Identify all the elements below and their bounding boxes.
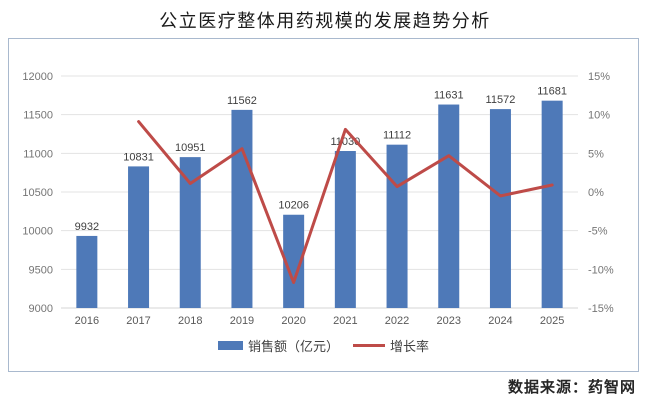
- chart-area: 9000 9500 10000 10500 11000 11500 12000 -15% -10…: [8, 38, 639, 372]
- left-axis-tick-label: 9500: [29, 264, 53, 276]
- x-axis-category-label: 2018: [178, 315, 202, 327]
- bar: [489, 109, 511, 308]
- bar-value-label: 11112: [383, 130, 411, 142]
- right-axis-tick-label: -15%: [588, 303, 614, 315]
- right-axis-tick-label: 15%: [588, 71, 610, 83]
- bar-value-label: 10206: [278, 200, 309, 212]
- bar-value-label: 11572: [486, 94, 516, 106]
- x-axis-category-label: 2022: [385, 315, 409, 327]
- bar-value-label: 11562: [227, 95, 257, 107]
- left-axis-tick-label: 10500: [22, 187, 53, 199]
- x-axis-category-label: 2017: [126, 315, 150, 327]
- right-axis-tick-label: -10%: [588, 264, 614, 276]
- legend-bar-label: 销售额（亿元）: [247, 338, 339, 354]
- right-axis-tick-label: -5%: [588, 226, 608, 238]
- legend: 销售额（亿元） 增长率: [9, 335, 638, 355]
- bar: [438, 104, 460, 308]
- bar: [179, 157, 201, 308]
- bar: [283, 214, 305, 308]
- legend-line-swatch-icon: [353, 343, 385, 347]
- x-axis-category-label: 2023: [437, 315, 461, 327]
- legend-item-sales: 销售额（亿元）: [217, 336, 339, 355]
- right-axis-tick-label: 5%: [588, 148, 604, 160]
- bar: [76, 235, 98, 308]
- x-axis-category-label: 2020: [281, 315, 305, 327]
- legend-line-label: 增长率: [390, 338, 430, 354]
- x-axis-category-label: 2019: [230, 315, 254, 327]
- left-axis-tick-label: 12000: [22, 71, 53, 83]
- bar-value-label: 10831: [123, 151, 154, 163]
- bar-value-label: 11631: [434, 90, 464, 102]
- bar-value-label: 11681: [537, 86, 567, 98]
- bar: [231, 109, 253, 308]
- legend-item-growth: 增长率: [353, 336, 429, 355]
- growth-rate-line: [137, 120, 554, 284]
- bar: [334, 151, 356, 308]
- x-axis-category-label: 2024: [488, 315, 512, 327]
- left-axis-tick-label: 9000: [29, 303, 53, 315]
- bar-value-label: 9932: [75, 221, 99, 233]
- data-source: 数据来源：药智网: [507, 379, 636, 396]
- x-axis-category-label: 2016: [75, 315, 99, 327]
- bar: [541, 100, 563, 308]
- x-axis-category-label: 2021: [333, 315, 357, 327]
- bar-value-label: 10951: [175, 142, 206, 154]
- right-axis-tick-label: 0%: [588, 187, 604, 199]
- x-axis-category-label: 2025: [540, 315, 564, 327]
- left-axis-tick-label: 11000: [23, 148, 53, 160]
- legend-bar-swatch-icon: [217, 340, 243, 350]
- trend-chart-svg: 9000 9500 10000 10500 11000 11500 12000 -15% -10…: [22, 71, 614, 327]
- left-axis-tick-label: 10000: [22, 226, 53, 238]
- right-axis-tick-label: 10%: [588, 110, 610, 122]
- bar: [386, 144, 408, 308]
- left-axis-tick-label: 11500: [23, 110, 53, 122]
- bar: [128, 166, 150, 308]
- chart-title: 公立医疗整体用药规模的发展趋势分析: [159, 11, 491, 31]
